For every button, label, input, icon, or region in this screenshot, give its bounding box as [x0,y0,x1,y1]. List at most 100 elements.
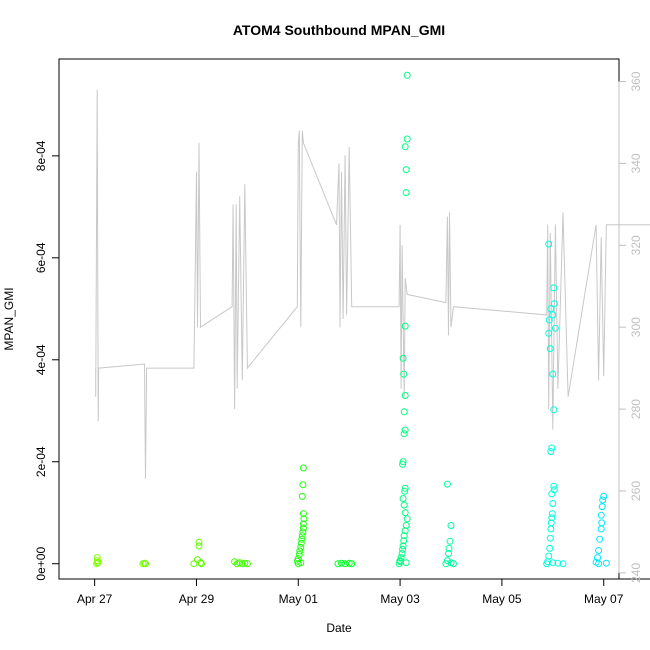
y-tick-label: 8e-04 [34,140,48,171]
data-point [299,524,307,532]
data-point [341,560,349,568]
data-point [241,559,249,567]
data-point [548,510,556,518]
data-point [298,532,306,540]
data-point [197,559,204,567]
data-point [299,528,307,536]
data-point [545,329,553,337]
x-tick-label: May 05 [482,592,522,606]
data-point [447,522,455,529]
data-point [545,316,553,324]
data-point [297,543,305,551]
data-point [597,525,605,533]
data-point [550,486,558,494]
y-axis-label: MPAN_GMI [2,287,16,350]
x-tick-label: Apr 29 [179,592,215,606]
data-point [403,71,411,79]
y-tick-label: 6e-04 [34,242,48,273]
data-point [401,527,409,535]
data-point [198,560,205,568]
data-point [401,487,409,495]
x-tick-label: May 03 [380,592,420,606]
data-point [598,519,606,527]
y2-tick-label: 340 [629,153,643,173]
data-point [399,458,407,466]
data-point [399,542,407,550]
data-point [443,480,451,488]
data-point [401,484,409,492]
y-tick-label: 0e+00 [34,547,48,581]
data-point [299,510,307,518]
data-point [596,535,604,543]
data-point [443,557,451,565]
data-point [400,537,408,545]
data-point [190,560,198,568]
data-point [399,460,407,468]
y-tick-label: 4e-04 [34,344,48,375]
data-point [299,520,307,528]
data-point [299,464,307,472]
data-point [403,515,411,523]
data-point [595,560,603,568]
y-axis: 0e+00 2e-04 4e-04 6e-04 8e-04 [34,140,60,581]
data-point [546,544,554,552]
data-point [547,525,555,533]
data-point [559,560,567,568]
x-tick-label: Apr 27 [77,592,113,606]
data-point [598,503,606,511]
data-point [549,370,557,378]
data-point [445,544,453,552]
data-point [550,284,558,292]
data-point [400,532,408,540]
data-point [401,143,409,151]
data-point [297,539,305,547]
y2-tick-label: 320 [629,235,643,255]
secondary-y-axis: 240 260 280 300 320 340 360 [618,71,643,583]
data-point [445,550,452,557]
data-point [295,551,303,558]
data-point [334,560,342,568]
overlay-line [95,89,650,479]
y2-tick-label: 360 [629,71,643,91]
data-point [446,537,454,545]
data-point [400,408,408,416]
data-point [401,509,409,517]
data-point [551,324,559,332]
data-point [399,354,407,362]
chart-title: ATOM4 Southbound MPAN_GMI [233,22,445,38]
data-point [399,495,407,502]
overlay-layer [95,89,650,479]
data-point [348,560,356,568]
data-point [238,560,246,568]
data-point [401,322,409,330]
data-point [597,511,605,519]
data-point [547,519,555,527]
x-axis-label: Date [326,621,352,635]
data-point [550,406,558,414]
data-point [546,534,554,542]
data-point [554,559,562,567]
data-point [400,370,408,378]
data-point [243,560,251,568]
data-point [93,560,101,568]
data-point [338,559,345,567]
data-point [345,559,353,567]
data-point [595,547,603,554]
y2-tick-label: 240 [629,563,643,583]
plot-frame [58,58,620,580]
data-point [402,189,410,197]
data-point [602,559,610,567]
data-point [195,538,203,546]
data-point [400,430,408,438]
data-point [397,554,405,562]
data-point [550,300,558,308]
x-tick-label: May 01 [279,592,319,606]
data-point [600,492,608,500]
data-point [297,559,305,567]
data-point [546,345,554,353]
data-point [299,481,307,489]
data-point [298,492,306,500]
data-point [296,547,304,555]
